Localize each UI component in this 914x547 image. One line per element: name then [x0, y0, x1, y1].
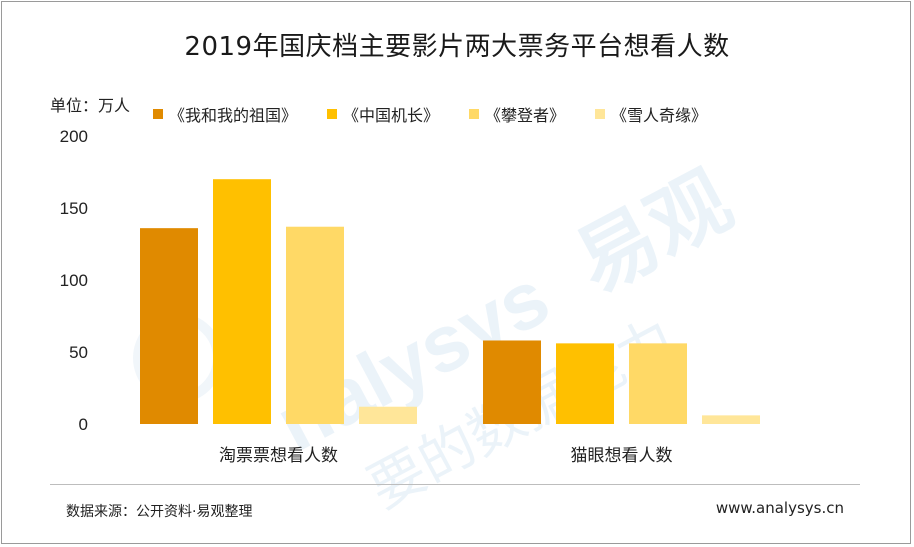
unit-label: 单位：万人	[50, 96, 131, 115]
bar	[629, 343, 687, 424]
bar	[556, 343, 614, 424]
chart-legend: 《我和我的祖国》 《中国机长》 《攀登者》 《雪人奇缘》	[153, 102, 737, 126]
bar	[140, 228, 198, 424]
y-tick-label: 100	[60, 271, 88, 290]
chart-title: 2019年国庆档主要影片两大票务平台想看人数	[184, 32, 730, 62]
legend-swatch	[595, 109, 606, 119]
y-tick-label: 150	[60, 199, 88, 218]
bar	[286, 226, 344, 424]
legend-swatch	[469, 109, 480, 119]
data-source: 数据来源：公开资料·易观整理	[66, 504, 253, 520]
legend-label: 《我和我的祖国》	[169, 106, 298, 125]
legend-item: 《中国机长》	[327, 102, 439, 126]
bar	[213, 179, 271, 424]
legend-item: 《我和我的祖国》	[153, 102, 297, 126]
bar	[702, 415, 760, 424]
bar	[359, 406, 417, 424]
legend-label: 《雪人奇缘》	[611, 106, 708, 125]
legend-swatch	[327, 109, 338, 119]
bar	[483, 340, 541, 424]
y-tick-label: 0	[79, 415, 88, 434]
website-url: www.analysys.cn	[715, 499, 844, 517]
x-category-label: 淘票票想看人数	[219, 446, 338, 466]
footer-divider	[50, 484, 860, 485]
legend-label: 《攀登者》	[485, 106, 566, 125]
legend-swatch	[153, 109, 163, 119]
legend-label: 《中国机长》	[343, 106, 440, 125]
y-tick-label: 200	[60, 127, 88, 146]
x-category-label: 猫眼想看人数	[571, 446, 673, 466]
legend-item: 《攀登者》	[469, 102, 565, 126]
y-tick-label: 50	[69, 343, 88, 362]
legend-item: 《雪人奇缘》	[595, 102, 707, 126]
